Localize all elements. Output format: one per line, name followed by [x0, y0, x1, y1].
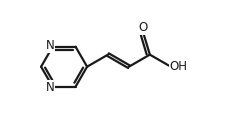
Text: N: N	[45, 81, 54, 94]
Text: O: O	[138, 21, 148, 34]
Text: N: N	[45, 39, 54, 52]
Text: OH: OH	[170, 60, 188, 73]
